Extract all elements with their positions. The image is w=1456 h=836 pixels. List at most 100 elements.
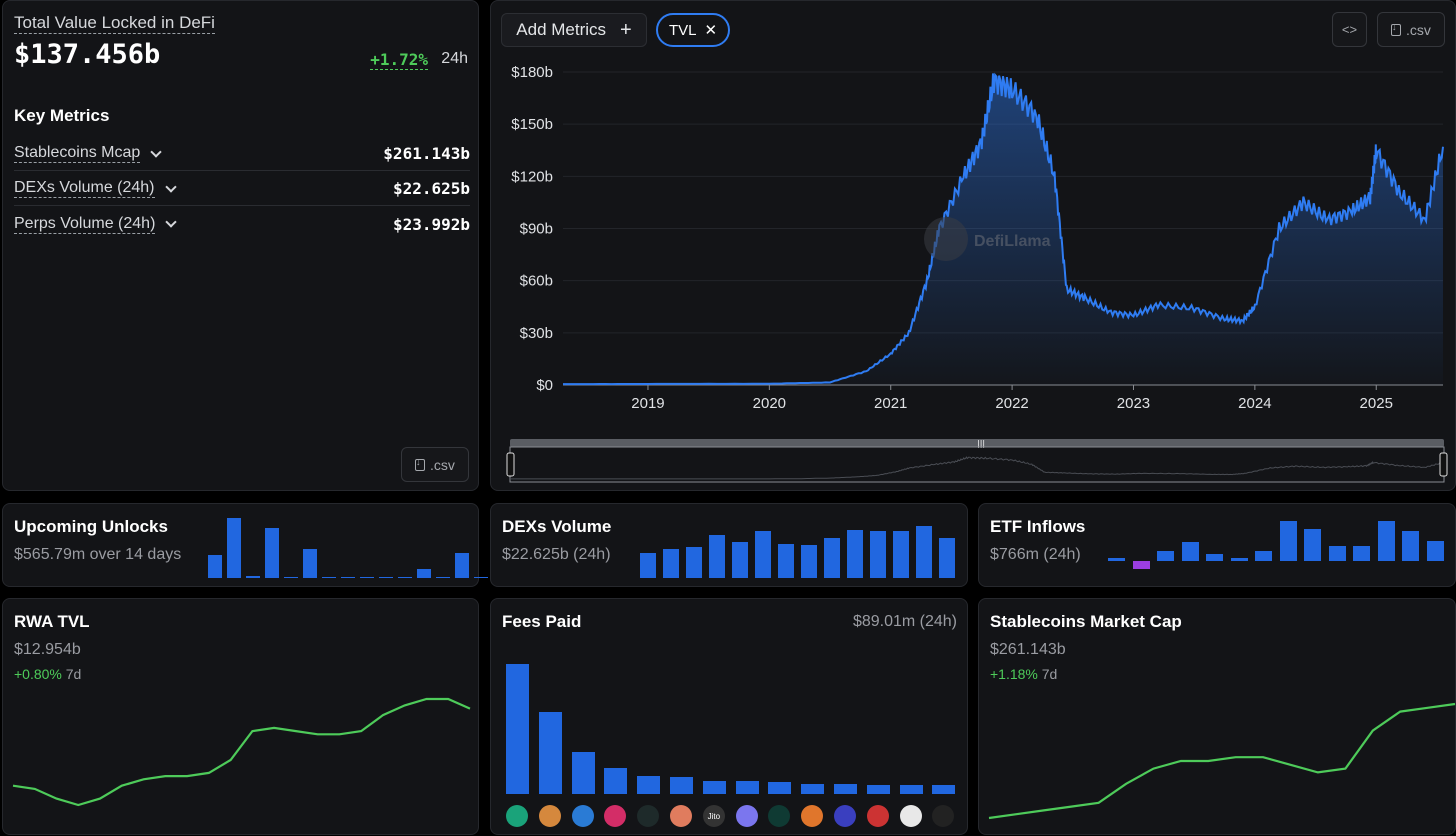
- key-metric-value: $23.992b: [392, 214, 470, 234]
- x-tick-label: 2025: [1360, 395, 1393, 412]
- bar: [939, 537, 955, 578]
- code-icon: <>: [1341, 22, 1358, 37]
- embed-code-button[interactable]: <>: [1332, 12, 1367, 47]
- bar: [538, 712, 562, 794]
- circle-icon: [571, 805, 594, 827]
- stablecoins-mcap-card[interactable]: Stablecoins Market Cap $261.143b +1.18% …: [978, 598, 1456, 835]
- bar: [208, 555, 222, 578]
- csv-label: .csv: [430, 456, 455, 473]
- stablecoins-line-chart: [988, 702, 1456, 820]
- bar: [834, 783, 857, 794]
- bar: [640, 552, 656, 578]
- key-metric-row[interactable]: Perps Volume (24h) $23.992b: [14, 207, 470, 241]
- csv-download-button[interactable]: .csv: [1377, 12, 1445, 47]
- bar: [604, 768, 628, 794]
- y-tick-label: $60b: [520, 273, 553, 290]
- card-title: Fees Paid: [502, 612, 582, 631]
- csv-download-button[interactable]: .csv: [401, 447, 469, 482]
- change-value: +1.18%: [990, 666, 1038, 682]
- key-metric-label[interactable]: Perps Volume (24h): [14, 214, 156, 234]
- card-title: Upcoming Unlocks: [14, 517, 168, 536]
- tether-icon: [506, 805, 528, 827]
- card-title: ETF Inflows: [990, 517, 1086, 536]
- bar: [732, 542, 748, 578]
- bar: [506, 664, 529, 794]
- key-metric-row[interactable]: DEXs Volume (24h) $22.625b: [14, 172, 470, 206]
- download-icon: [415, 457, 426, 471]
- x-tick-label: 2020: [753, 395, 786, 412]
- bar: [284, 576, 298, 578]
- bar: [670, 777, 693, 794]
- bar: [379, 576, 393, 578]
- bar: [1108, 558, 1125, 561]
- chevron-down-icon[interactable]: [164, 180, 177, 193]
- chevron-down-icon[interactable]: [165, 216, 178, 228]
- bar: [637, 775, 661, 794]
- tvl-summary-card: Total Value Locked in DeFi $137.456b +1.…: [2, 0, 479, 491]
- key-metric-label[interactable]: DEXs Volume (24h): [14, 179, 155, 198]
- x-tick-label: 2024: [1238, 395, 1271, 412]
- bar: [417, 568, 431, 578]
- bar: [1206, 554, 1223, 561]
- card-subtitle: $565.79m over 14 days: [14, 546, 182, 563]
- change-value: +0.80%: [14, 666, 62, 682]
- download-icon: [1391, 22, 1402, 36]
- bar: [1353, 546, 1370, 561]
- bar: [916, 526, 932, 578]
- key-metric-row[interactable]: Stablecoins Mcap $261.143b: [14, 137, 470, 171]
- bar: [1377, 521, 1395, 561]
- hyperliquid-icon: [768, 805, 791, 827]
- tvl-chart-card: Add Metrics + TVL ✕ <> .csv $0 $30b $60b $9…: [490, 0, 1456, 491]
- bar: [893, 531, 909, 578]
- jito-icon: Jito: [702, 805, 725, 827]
- chevron-down-icon[interactable]: [150, 145, 162, 158]
- fees-paid-card[interactable]: Fees Paid $89.01m (24h) Jito: [490, 598, 968, 835]
- rwa-tvl-card[interactable]: RWA TVL $12.954b +0.80% 7d: [2, 598, 479, 835]
- metamask-icon: [801, 805, 824, 827]
- bar: [870, 531, 886, 578]
- key-metric-label[interactable]: Stablecoins Mcap: [14, 144, 141, 163]
- x-tick-label: 2019: [631, 395, 664, 412]
- range-handle-right[interactable]: [1439, 452, 1448, 477]
- bar: [1279, 521, 1297, 561]
- bar: [768, 782, 792, 794]
- card-title: DEXs Volume: [502, 517, 612, 536]
- tvl-area-chart[interactable]: $0 $30b $60b $90b $120b $150b $180b 2019 2020 20…: [491, 1, 1456, 492]
- tvl-change[interactable]: +1.72%: [370, 50, 428, 70]
- x-tick-label: 2021: [874, 395, 907, 412]
- bar: [1304, 529, 1321, 561]
- sky-icon: [637, 805, 660, 827]
- range-slider-window[interactable]: [509, 446, 1445, 483]
- bar: [899, 784, 923, 794]
- bar: [1181, 542, 1199, 561]
- bar: [866, 784, 890, 794]
- close-icon[interactable]: ✕: [704, 22, 718, 39]
- dexs-volume-card[interactable]: DEXs Volume $22.625b (24h): [490, 503, 968, 587]
- bar: [303, 549, 317, 578]
- bar: [227, 518, 241, 578]
- etf-inflows-card[interactable]: ETF Inflows $766m (24h): [978, 503, 1456, 587]
- card-title: Stablecoins Market Cap: [990, 612, 1182, 631]
- range-slider-track[interactable]: [510, 439, 1444, 447]
- drag-handle-icon[interactable]: |||: [977, 439, 985, 448]
- tvl-metric-pill[interactable]: TVL ✕: [656, 13, 730, 47]
- pump-icon: [866, 805, 889, 827]
- bar: [246, 575, 260, 578]
- bar: [571, 752, 595, 794]
- range-handle-left[interactable]: [506, 452, 515, 477]
- bar: [801, 783, 825, 794]
- bar: [801, 544, 817, 578]
- tvl-area: [563, 73, 1443, 386]
- tvl-period: 24h: [441, 50, 468, 67]
- pill-label: TVL: [668, 21, 697, 39]
- bar: [1255, 551, 1272, 561]
- y-tick-label: $180b: [511, 64, 553, 81]
- tvl-title[interactable]: Total Value Locked in DeFi: [14, 13, 215, 34]
- card-subtitle: $766m (24h): [990, 546, 1081, 563]
- bar: [398, 576, 412, 578]
- tvl-value: $137.456b: [14, 39, 161, 70]
- bar: [1328, 546, 1346, 561]
- upcoming-unlocks-card[interactable]: Upcoming Unlocks $565.79m over 14 days: [2, 503, 488, 587]
- lido-icon: [670, 805, 692, 827]
- add-metrics-button[interactable]: Add Metrics +: [501, 13, 647, 47]
